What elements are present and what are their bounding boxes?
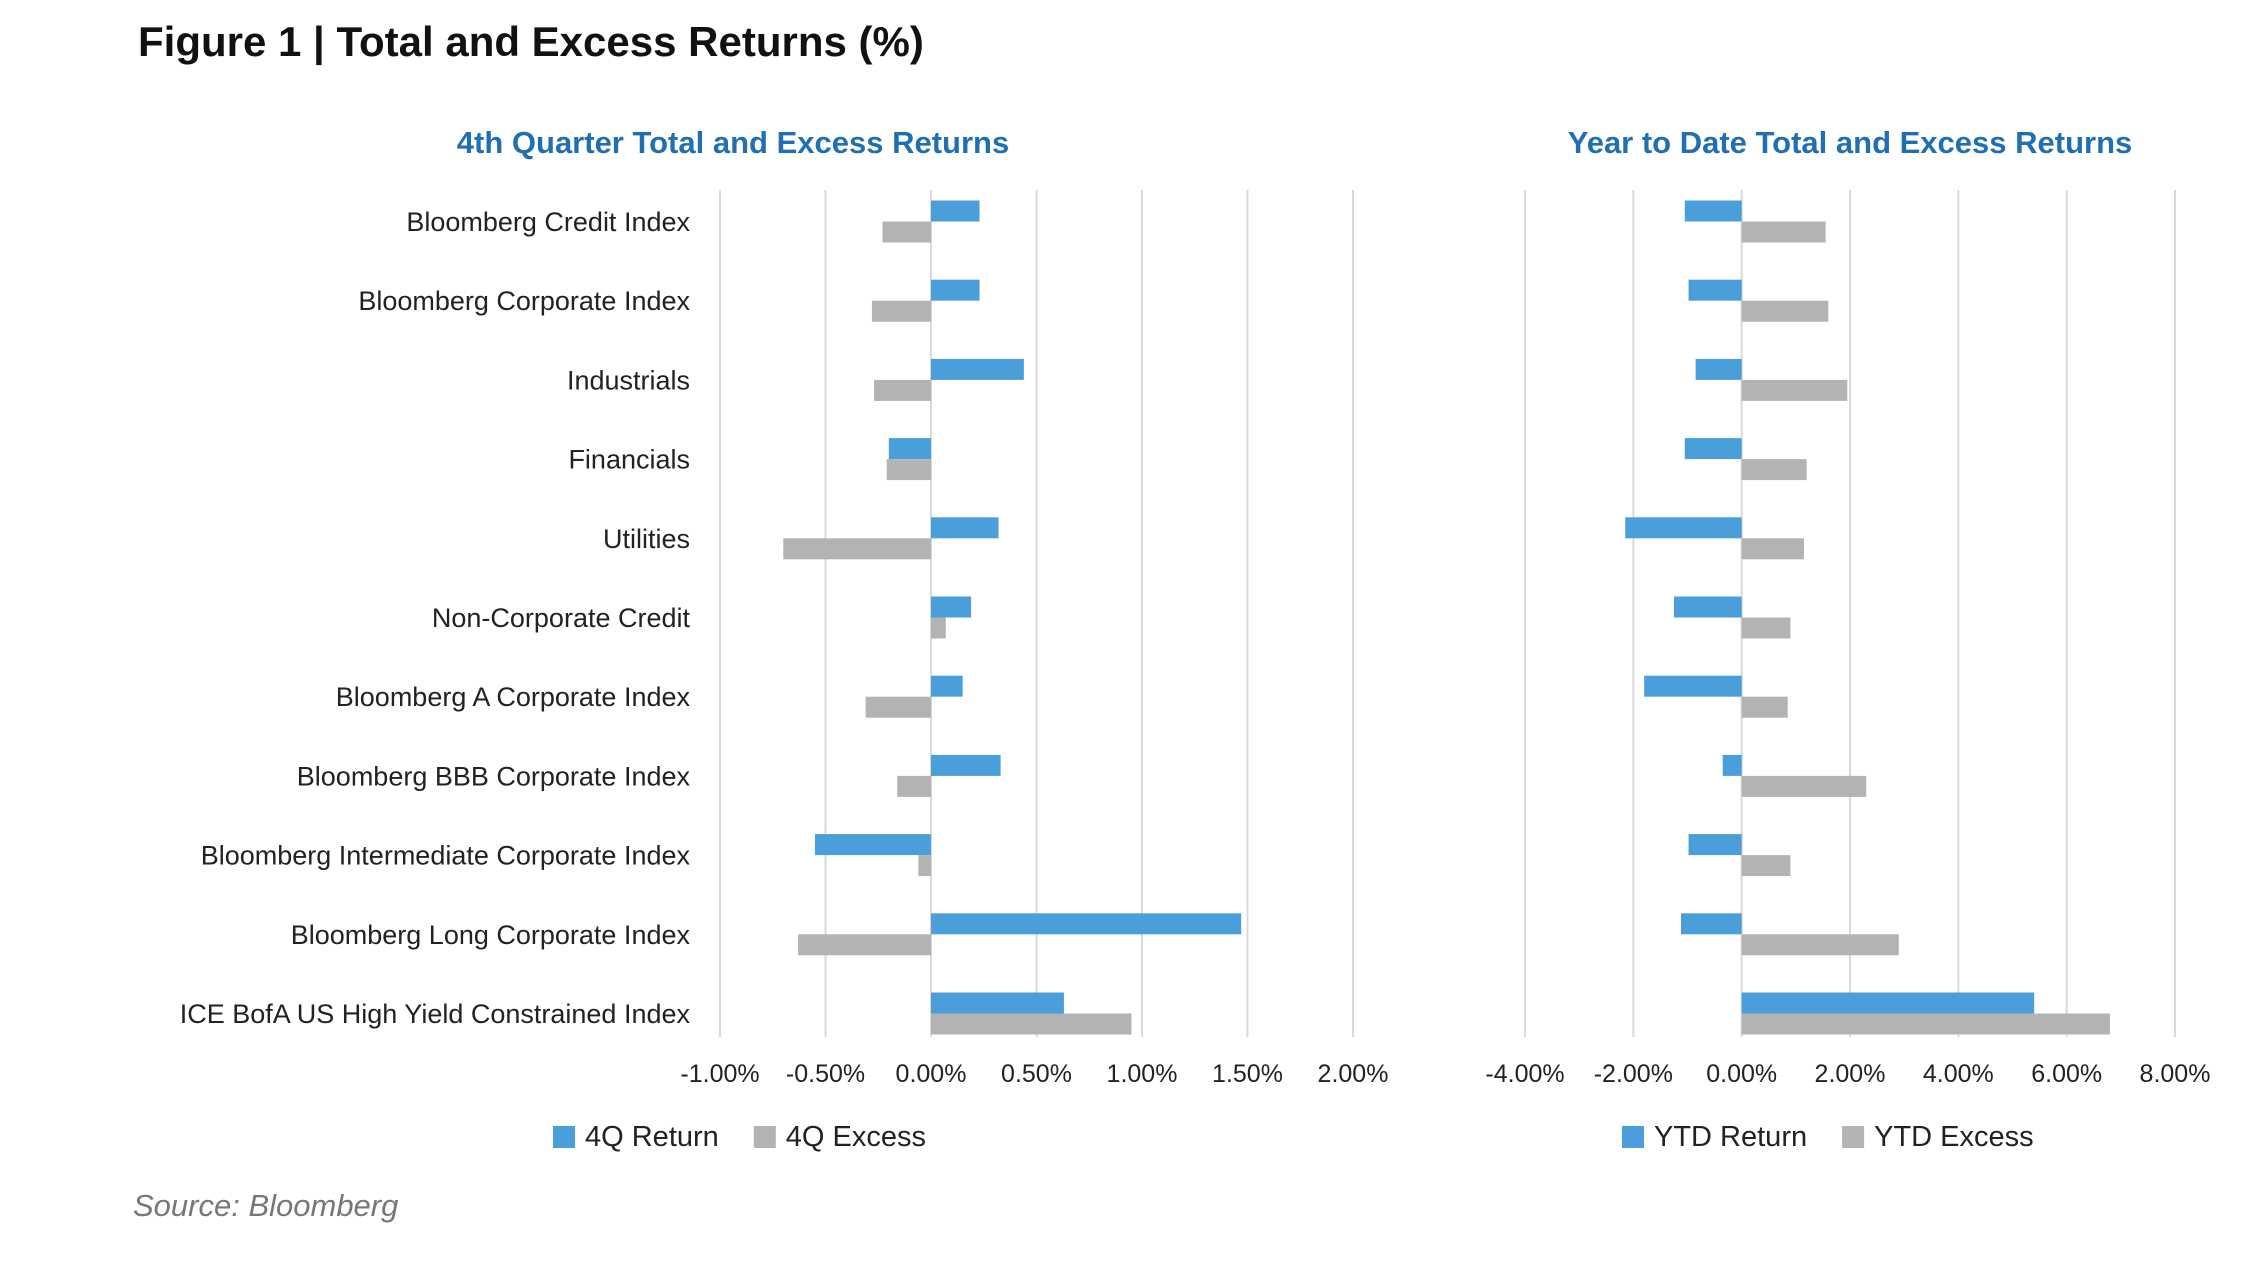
figure-title: Figure 1 | Total and Excess Returns (%) xyxy=(138,18,924,65)
legend-swatch-4q-return xyxy=(553,1126,575,1148)
bar-ytd-excess-8 xyxy=(1741,855,1791,877)
bar-ytd-excess-3 xyxy=(1741,459,1807,481)
legend-swatch-4q-excess xyxy=(753,1126,776,1148)
bar-4q-excess-6 xyxy=(865,696,931,718)
bar-4q-return-4 xyxy=(931,517,999,539)
bar-4q-return-6 xyxy=(931,675,963,697)
legend-label-4q-excess: 4Q Excess xyxy=(786,1121,926,1153)
bar-ytd-excess-10 xyxy=(1741,1013,2110,1035)
x-tick-label-1-6: 2.00% xyxy=(1318,1060,1389,1088)
bar-4q-return-7 xyxy=(931,754,1001,776)
bar-4q-return-2 xyxy=(931,358,1024,380)
bar-ytd-excess-7 xyxy=(1741,775,1867,797)
bar-ytd-excess-4 xyxy=(1741,538,1804,560)
bar-ytd-excess-5 xyxy=(1741,617,1791,639)
bar-ytd-return-2 xyxy=(1695,358,1742,380)
x-tick-label-1-0: -1.00% xyxy=(680,1060,759,1088)
bar-4q-excess-3 xyxy=(886,459,931,481)
bar-ytd-excess-0 xyxy=(1741,221,1826,243)
bar-ytd-return-0 xyxy=(1684,200,1742,222)
bar-ytd-return-1 xyxy=(1688,279,1742,301)
bar-4q-excess-5 xyxy=(931,617,946,639)
bar-ytd-excess-9 xyxy=(1741,934,1899,956)
x-tick-label-1-5: 1.50% xyxy=(1212,1060,1283,1088)
bar-4q-return-8 xyxy=(814,834,931,856)
legend-swatch-ytd-excess xyxy=(1842,1126,1865,1148)
legend-label-ytd-excess: YTD Excess xyxy=(1874,1121,2034,1153)
bar-ytd-excess-1 xyxy=(1741,300,1829,322)
legend-label-4q-return: 4Q Return xyxy=(585,1121,719,1153)
category-label-10: ICE BofA US High Yield Constrained Index xyxy=(180,999,691,1029)
category-label-8: Bloomberg Intermediate Corporate Index xyxy=(201,841,691,871)
category-label-9: Bloomberg Long Corporate Index xyxy=(291,920,691,950)
bar-ytd-return-8 xyxy=(1688,834,1742,856)
x-tick-label-2-1: -2.00% xyxy=(1594,1060,1673,1088)
category-label-4: Utilities xyxy=(603,524,690,554)
bar-ytd-excess-6 xyxy=(1741,696,1788,718)
bar-4q-excess-0 xyxy=(882,221,931,243)
x-tick-label-2-0: -4.00% xyxy=(1485,1060,1564,1088)
bar-ytd-return-6 xyxy=(1644,675,1742,697)
bar-4q-return-1 xyxy=(931,279,980,301)
bar-4q-return-9 xyxy=(931,913,1242,935)
x-tick-label-2-4: 4.00% xyxy=(1923,1060,1994,1088)
x-tick-label-2-3: 2.00% xyxy=(1815,1060,1886,1088)
x-tick-label-2-6: 8.00% xyxy=(2140,1060,2211,1088)
category-label-6: Bloomberg A Corporate Index xyxy=(336,682,691,712)
chart-title-2: Year to Date Total and Excess Returns xyxy=(1568,125,2133,160)
x-tick-label-1-2: 0.00% xyxy=(896,1060,967,1088)
bar-4q-return-5 xyxy=(931,596,972,618)
bar-ytd-return-7 xyxy=(1722,754,1742,776)
bar-4q-excess-4 xyxy=(783,538,931,560)
category-label-7: Bloomberg BBB Corporate Index xyxy=(297,761,691,791)
x-tick-label-2-2: 0.00% xyxy=(1706,1060,1777,1088)
bar-ytd-return-4 xyxy=(1625,517,1742,539)
bar-4q-excess-10 xyxy=(931,1013,1132,1035)
x-tick-label-1-4: 1.00% xyxy=(1107,1060,1178,1088)
x-tick-label-2-5: 6.00% xyxy=(2031,1060,2102,1088)
x-tick-label-1-1: -0.50% xyxy=(786,1060,865,1088)
bar-ytd-return-10 xyxy=(1741,992,2035,1014)
bar-4q-excess-7 xyxy=(897,775,931,797)
bar-4q-excess-2 xyxy=(874,379,931,401)
bar-ytd-return-9 xyxy=(1681,913,1742,935)
bar-ytd-excess-2 xyxy=(1741,379,1848,401)
bar-4q-excess-1 xyxy=(871,300,931,322)
legend-label-ytd-return: YTD Return xyxy=(1654,1121,1807,1153)
legend-swatch-ytd-return xyxy=(1622,1126,1644,1148)
category-label-5: Non-Corporate Credit xyxy=(432,603,691,633)
bar-ytd-return-5 xyxy=(1673,596,1742,618)
bar-ytd-return-3 xyxy=(1684,438,1742,460)
category-label-3: Financials xyxy=(568,445,690,475)
bar-4q-return-3 xyxy=(888,438,931,460)
chart-title-1: 4th Quarter Total and Excess Returns xyxy=(457,125,1009,160)
bar-4q-return-10 xyxy=(931,992,1064,1014)
category-label-2: Industrials xyxy=(567,365,690,395)
bar-4q-excess-9 xyxy=(798,934,931,956)
source-note: Source: Bloomberg xyxy=(133,1188,399,1223)
category-label-1: Bloomberg Corporate Index xyxy=(358,286,690,316)
bar-4q-excess-8 xyxy=(918,855,931,877)
x-tick-label-1-3: 0.50% xyxy=(1001,1060,1072,1088)
category-label-0: Bloomberg Credit Index xyxy=(406,207,690,237)
bar-4q-return-0 xyxy=(931,200,980,222)
